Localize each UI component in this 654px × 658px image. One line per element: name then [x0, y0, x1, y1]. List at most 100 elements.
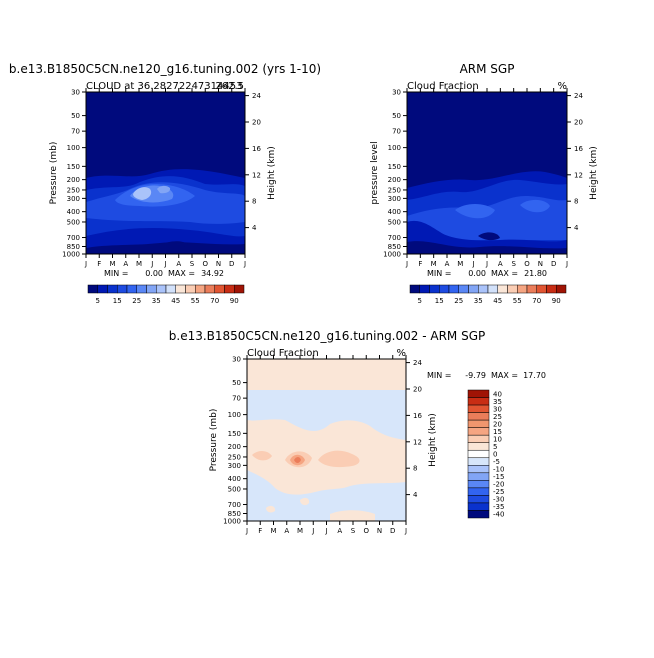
y-tick-label: 300 — [67, 195, 80, 203]
y2-tick-label: 4 — [574, 224, 579, 232]
colorbar-label: 30 — [493, 405, 502, 413]
y-tick-label: 1000 — [223, 518, 241, 526]
y-tick-label: 500 — [228, 485, 241, 493]
x-tick-label: F — [97, 260, 101, 268]
colorbar-label: 45 — [171, 297, 180, 305]
colorbar-swatch — [467, 442, 490, 451]
panel2-colorbar: 5 15 25 35 45 55 70 90 — [409, 284, 567, 305]
y-tick-label: 200 — [67, 176, 80, 184]
panel2-contour-field — [407, 92, 567, 254]
colorbar-label: 35 — [152, 297, 161, 305]
panel2-min-label: MIN = — [427, 269, 452, 278]
y-tick-label: 300 — [228, 462, 241, 470]
colorbar-swatch — [526, 284, 537, 294]
colorbar-label: 35 — [493, 398, 502, 406]
x-tick-label: A — [123, 260, 128, 268]
y2-tick-label: 8 — [413, 465, 417, 473]
panel2-subtitle-right: % — [557, 81, 567, 92]
colorbar-swatch — [467, 427, 490, 436]
colorbar-swatch — [536, 284, 547, 294]
panel3-max-value: 17.70 — [523, 371, 546, 380]
y-tick-label: 700 — [67, 234, 80, 242]
colorbar-label: 90 — [552, 297, 561, 305]
colorbar-label: 0 — [493, 451, 497, 459]
colorbar-swatch — [136, 284, 147, 294]
colorbar-swatch — [467, 449, 490, 459]
colorbar-swatch — [546, 284, 557, 294]
x-tick-label: D — [551, 260, 556, 268]
colorbar-label: 25 — [454, 297, 463, 305]
colorbar-swatch — [517, 284, 528, 294]
panel3-contour-field — [247, 359, 406, 521]
y-tick-label: 250 — [67, 186, 80, 194]
x-tick-label: M — [109, 260, 115, 268]
x-tick-label: M — [297, 527, 303, 535]
x-tick-label: J — [311, 527, 314, 535]
x-tick-label: J — [84, 260, 87, 268]
y-tick-label: 100 — [388, 144, 401, 152]
colorbar-swatch — [467, 480, 490, 489]
colorbar-swatch — [107, 284, 118, 294]
colorbar-label: -15 — [493, 473, 504, 481]
y-tick-label: 850 — [67, 243, 80, 251]
panel3-min-label: MIN = — [427, 371, 452, 380]
colorbar-label: 25 — [132, 297, 141, 305]
panel1-y2label: Height (km) — [267, 146, 277, 200]
colorbar-swatch — [467, 389, 490, 398]
x-tick-label: J — [485, 260, 488, 268]
x-tick-label: M — [431, 260, 437, 268]
panel2-subtitle-left: Cloud Fraction — [407, 81, 479, 92]
colorbar-label: -5 — [493, 458, 500, 466]
x-tick-label: J — [150, 260, 153, 268]
x-tick-label: A — [176, 260, 181, 268]
colorbar-label: 90 — [230, 297, 239, 305]
colorbar-label: -30 — [493, 496, 504, 504]
colorbar-label: -40 — [493, 511, 504, 519]
x-tick-label: J — [245, 527, 248, 535]
colorbar-swatch — [467, 457, 490, 466]
y-tick-label: 200 — [228, 443, 241, 451]
y2-tick-label: 20 — [413, 386, 422, 394]
y-tick-label: 50 — [392, 112, 401, 120]
x-tick-label: F — [258, 527, 262, 535]
x-tick-label: A — [498, 260, 503, 268]
x-tick-label: M — [136, 260, 142, 268]
colorbar-swatch — [467, 419, 490, 428]
panel3-max-label: MAX = — [491, 371, 518, 380]
y2-tick-label: 12 — [413, 438, 422, 446]
panel1-max-label: MAX = — [168, 269, 195, 278]
panel1-max-value: 34.92 — [201, 269, 224, 278]
y-tick-label: 400 — [228, 475, 241, 483]
x-tick-label: S — [190, 260, 195, 268]
colorbar-swatch — [487, 284, 498, 294]
colorbar-label: 35 — [474, 297, 483, 305]
x-tick-label: A — [337, 527, 342, 535]
y-tick-label: 400 — [388, 208, 401, 216]
x-tick-label: N — [538, 260, 543, 268]
colorbar-label: 25 — [493, 413, 502, 421]
x-tick-label: M — [270, 527, 276, 535]
x-tick-label: D — [390, 527, 395, 535]
y-tick-label: 30 — [392, 89, 401, 97]
panel1-subtitle-right: 262.5 — [215, 81, 244, 92]
y2-tick-label: 20 — [252, 119, 261, 127]
colorbar-swatch — [195, 284, 206, 294]
y2-tick-label: 12 — [252, 171, 261, 179]
colorbar-swatch — [467, 487, 490, 496]
y-tick-label: 50 — [71, 112, 80, 120]
colorbar-swatch — [467, 502, 490, 511]
x-tick-label: S — [511, 260, 516, 268]
colorbar-swatch — [204, 284, 215, 294]
colorbar-label: -20 — [493, 481, 504, 489]
panel1-min-label: MIN = — [104, 269, 129, 278]
colorbar-swatch — [126, 284, 137, 294]
colorbar-swatch — [468, 284, 479, 294]
colorbar-label: 45 — [493, 297, 502, 305]
y2-tick-label: 16 — [574, 145, 583, 153]
y-tick-label: 100 — [67, 144, 80, 152]
colorbar-label: 15 — [435, 297, 444, 305]
colorbar-label: 15 — [113, 297, 122, 305]
colorbar-label: 40 — [493, 390, 502, 398]
y-tick-label: 1000 — [62, 251, 80, 259]
